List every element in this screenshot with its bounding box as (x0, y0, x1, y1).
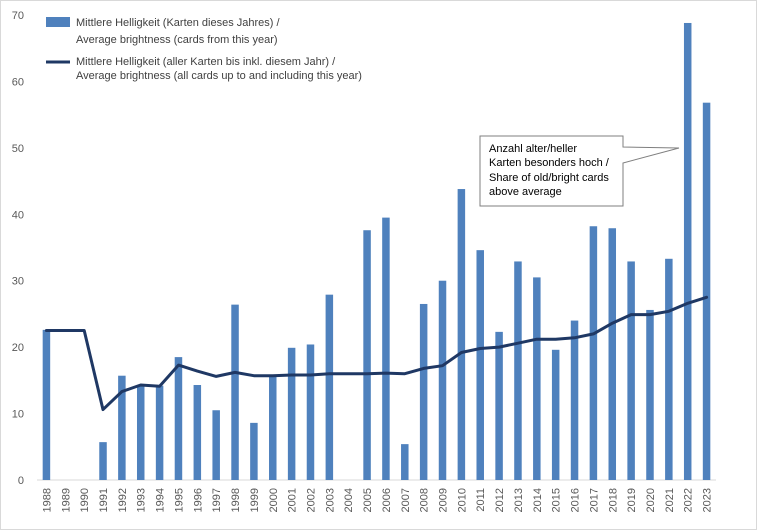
bar (250, 422, 258, 480)
bar (533, 277, 541, 480)
bar (325, 294, 334, 480)
x-tick-label: 2019 (626, 488, 638, 512)
bar-series (42, 22, 711, 481)
x-tick-label: 2018 (607, 488, 619, 512)
y-tick-label: 40 (12, 209, 24, 221)
x-tick-label: 2009 (438, 488, 450, 512)
bar (457, 189, 466, 481)
x-tick-label: 1992 (117, 488, 129, 512)
y-tick-label: 30 (12, 276, 24, 288)
legend-swatch-bars (46, 17, 70, 27)
bar (476, 250, 484, 480)
x-tick-label: 2001 (287, 488, 299, 512)
x-tick-label: 2006 (381, 488, 393, 512)
bar (683, 22, 692, 480)
x-tick-label: 1989 (60, 488, 72, 512)
bar (551, 349, 560, 480)
line-series (44, 295, 709, 412)
x-tick-label: 2023 (702, 488, 714, 512)
y-tick-label: 0 (18, 475, 24, 487)
annotation-line-3: Share of old/bright cards (489, 172, 609, 184)
x-tick-label: 1997 (211, 488, 223, 512)
legend-label-bars-line2: Average brightness (cards from this year… (76, 34, 278, 46)
bar (608, 228, 617, 480)
annotation-line-1: Anzahl alter/heller (489, 143, 577, 155)
bar (212, 410, 220, 480)
x-tick-label: 2016 (570, 488, 582, 512)
x-tick-label: 1988 (41, 488, 53, 512)
legend-label-line-line1: Mittlere Helligkeit (aller Karten bis in… (76, 56, 336, 68)
y-tick-label: 60 (12, 76, 24, 88)
bar (136, 385, 145, 480)
bar (627, 261, 635, 480)
x-tick-label: 2003 (324, 488, 336, 512)
x-tick-label: 1995 (173, 488, 185, 512)
x-tick-label: 2013 (513, 488, 525, 512)
x-tick-label: 2000 (268, 488, 280, 512)
x-tick-label: 2002 (305, 488, 317, 512)
bar (306, 344, 315, 480)
x-tick-label: 1998 (230, 488, 242, 512)
y-tick-label: 70 (12, 10, 24, 22)
x-tick-label: 2015 (551, 488, 563, 512)
y-tick-label: 50 (12, 143, 24, 155)
x-tick-label: 1994 (155, 488, 167, 512)
x-tick-label: 2017 (588, 488, 600, 512)
bar (495, 331, 503, 480)
legend-label-line-line2: Average brightness (all cards up to and … (76, 70, 362, 82)
bar (570, 320, 579, 480)
bar (438, 280, 447, 480)
x-tick-label: 2020 (645, 488, 657, 512)
y-axis: 0 10 20 30 40 50 60 70 (12, 10, 24, 487)
x-tick-label: 2021 (664, 488, 676, 512)
bar (193, 385, 202, 480)
annotation-line-4: above average (489, 186, 562, 198)
bar (269, 376, 277, 480)
x-tick-label: 2012 (494, 488, 506, 512)
x-tick-label: 1999 (249, 488, 261, 512)
annotation-callout-box (479, 135, 680, 207)
bar (231, 304, 239, 480)
x-tick-label: 2011 (475, 488, 487, 512)
bar (363, 230, 371, 480)
x-tick-label: 2008 (419, 488, 431, 512)
bar (382, 217, 390, 480)
bar (401, 444, 409, 480)
series-line (44, 295, 709, 412)
bar (514, 261, 522, 480)
x-tick-label: 1996 (192, 488, 204, 512)
x-tick-label: 2014 (532, 488, 544, 512)
x-tick-label: 2005 (362, 488, 374, 512)
y-tick-label: 10 (12, 409, 24, 421)
bar (665, 258, 673, 480)
bar (646, 309, 654, 480)
annotation-callout: Anzahl alter/heller Karten besonders hoc… (479, 135, 680, 207)
x-tick-label: 2010 (456, 488, 468, 512)
x-tick-label: 1993 (136, 488, 148, 512)
bar (99, 442, 107, 480)
bar (419, 303, 428, 480)
x-axis: 1988 1989 1990 1991 1992 1993 1994 1995 1996 1997… (37, 479, 716, 512)
bar (118, 375, 126, 480)
bar (174, 357, 183, 480)
legend: Mittlere Helligkeit (Karten dieses Jahre… (46, 17, 362, 82)
bar (42, 329, 51, 480)
x-tick-label: 2022 (683, 488, 695, 512)
bar (155, 385, 164, 480)
annotation-line-2: Karten besonders hoch / (489, 157, 610, 169)
bar (589, 226, 598, 480)
bar (702, 102, 711, 480)
legend-label-bars-line1: Mittlere Helligkeit (Karten dieses Jahre… (76, 17, 281, 29)
x-tick-label: 2007 (400, 488, 412, 512)
x-tick-label: 1991 (98, 488, 110, 512)
bar (287, 347, 296, 480)
x-tick-label: 1990 (79, 488, 91, 512)
y-tick-label: 20 (12, 342, 24, 354)
x-tick-label: 2004 (343, 488, 355, 512)
